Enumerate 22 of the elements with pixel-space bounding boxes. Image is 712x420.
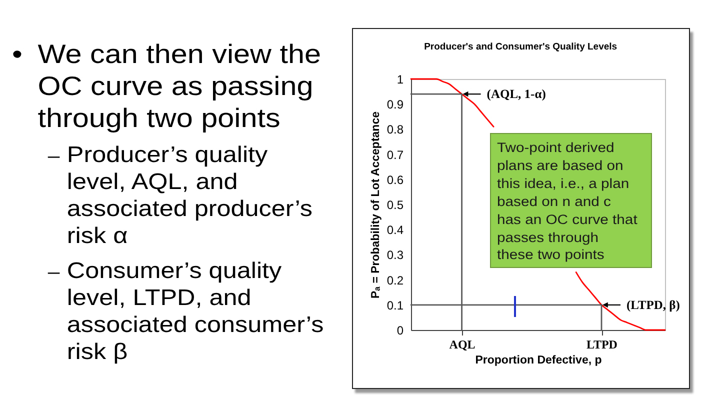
y-tick-label: 0 <box>396 324 404 338</box>
y-tick-label: 0.6 <box>386 172 404 187</box>
y-tick-label: 0.8 <box>386 122 404 137</box>
x-tick-label: AQL <box>449 338 476 352</box>
annotation: (LTPD, β) <box>626 298 680 312</box>
x-axis-title: Proportion Defective, p <box>475 354 602 366</box>
y-tick-label: 0.9 <box>386 98 404 112</box>
y-tick-label: 0.7 <box>386 148 404 162</box>
chart-title: Producer's and Consumer's Quality Levels <box>424 42 618 52</box>
x-tick-label: LTPD <box>586 338 618 352</box>
text: – Producer’s quality level, AQL, and associated producer’s risk α <box>48 140 314 250</box>
y-tick-label: 0.3 <box>386 248 404 262</box>
text: – Consumer’s quality level, LTPD, and associated consumer’s risk β <box>48 256 325 366</box>
y-tick-label: 0.1 <box>386 298 404 312</box>
annotation: (AQL, 1-α) <box>486 87 546 102</box>
y-axis-title: Pₐ = Probability of Lot Acceptance <box>370 112 382 298</box>
annotation: Two-point derived plans are based on this idea, i.e., a plan based on n and c has an OC curve that passes through these two points <box>497 139 638 264</box>
y-tick-label: 0.5 <box>386 198 404 212</box>
y-tick-label: 1 <box>396 72 404 86</box>
y-tick-label: 0.4 <box>386 223 404 238</box>
y-tick-label: 0.2 <box>386 273 404 288</box>
text: • We can then view the OC curve as passing through two points <box>12 38 322 134</box>
